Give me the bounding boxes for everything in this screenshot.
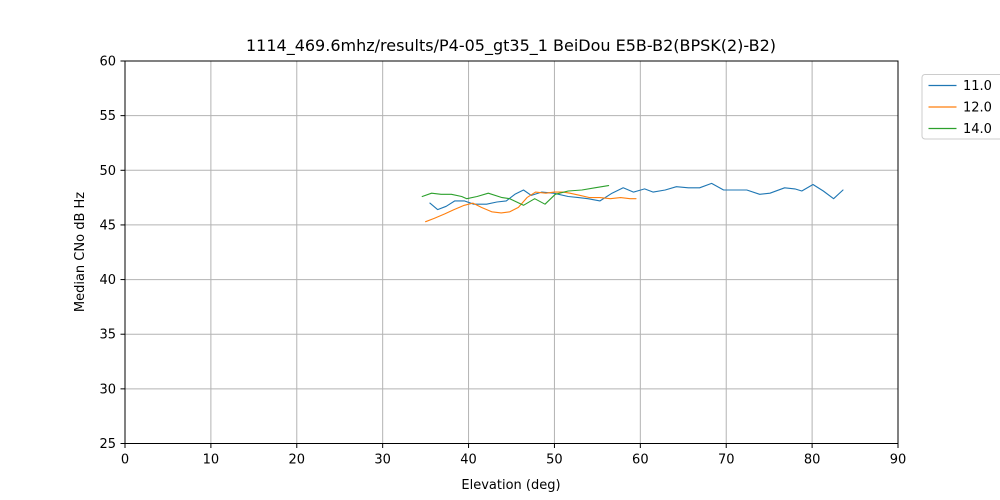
y-tick-label: 60 (99, 55, 116, 70)
grid-layer (125, 61, 898, 444)
y-tick-label: 45 (99, 218, 116, 233)
tick-layer: 0 10 20 30 40 50 60 70 80 90 25 30 35 40 45 50 55 60 (99, 55, 906, 468)
x-tick-label: 0 (121, 453, 129, 468)
x-tick-label: 70 (718, 453, 735, 468)
x-tick-label: 10 (203, 453, 220, 468)
x-tick-label: 20 (289, 453, 306, 468)
x-tick-label: 40 (460, 453, 477, 468)
y-tick-label: 40 (99, 273, 116, 288)
x-tick-label: 30 (374, 453, 391, 468)
legend-box (921, 74, 1000, 140)
legend-label: 11.0 (963, 79, 992, 94)
series-layer (421, 182, 844, 223)
plot-border (124, 60, 899, 444)
x-axis-label: Elevation (deg) (461, 478, 560, 493)
x-tick-label: 50 (546, 453, 563, 468)
legend-label: 12.0 (963, 101, 992, 116)
series-line-12.0 (425, 191, 637, 223)
spine-layer (124, 60, 899, 444)
y-tick-label: 50 (99, 164, 116, 179)
legend-layer: 11.0 12.0 14.0 (921, 74, 1000, 140)
y-tick-label: 30 (99, 382, 116, 397)
x-tick-label: 60 (632, 453, 649, 468)
y-tick-label: 35 (99, 328, 116, 343)
series-line-11.0 (429, 182, 844, 211)
x-tick-label: 80 (804, 453, 821, 468)
y-tick-label: 25 (99, 437, 116, 452)
series-line-14.0 (421, 185, 610, 206)
chart-title: 1114_469.6mhz/results/P4-05_gt35_1 BeiDo… (246, 36, 776, 56)
legend-label: 14.0 (963, 122, 992, 137)
x-tick-label: 90 (890, 453, 907, 468)
y-tick-label: 55 (99, 109, 116, 124)
y-axis-label: Median CNo dB Hz (73, 192, 88, 312)
